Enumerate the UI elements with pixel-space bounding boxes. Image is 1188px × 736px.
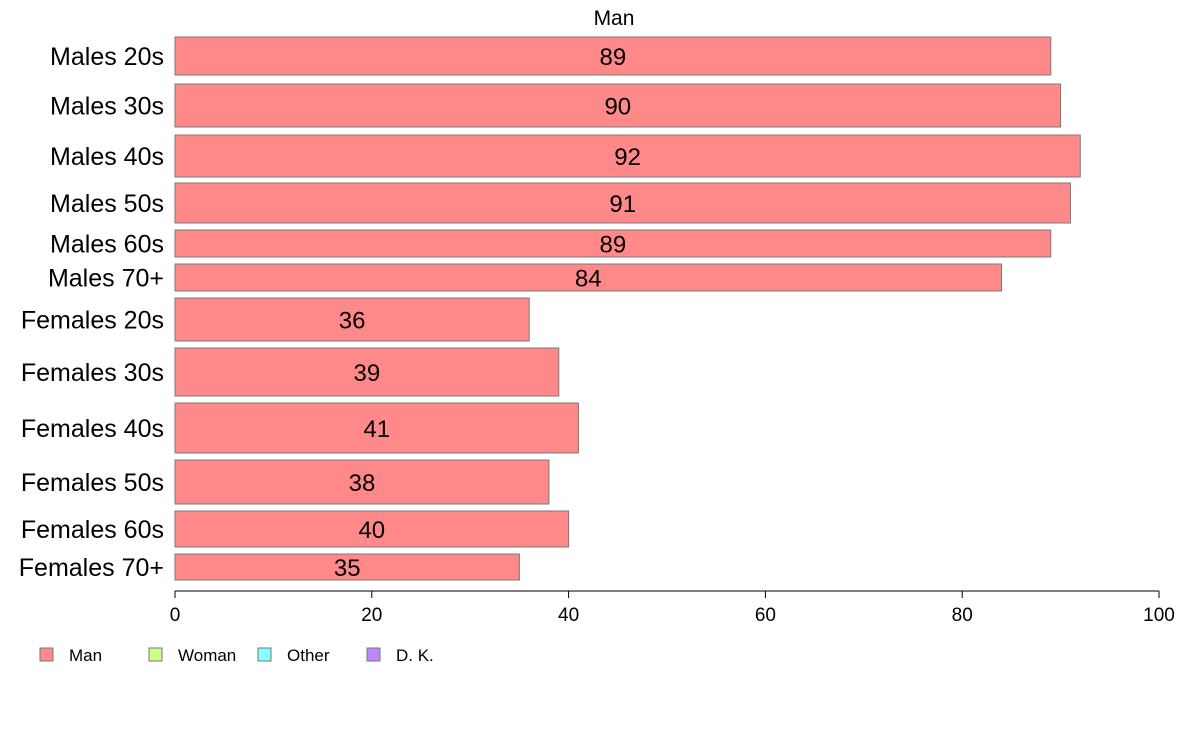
bar-females-20s (174, 297, 530, 342)
bar-males-20s (174, 36, 1052, 76)
category-label: Males 70+ (48, 265, 164, 293)
legend-swatch (39, 647, 54, 662)
legend: Man Woman Other D. K. (39, 646, 434, 665)
data-label: 89 (600, 232, 627, 259)
data-label: 92 (614, 144, 641, 171)
category-label: Males 30s (50, 93, 164, 121)
x-tick-label: 60 (755, 605, 776, 626)
category-label: Females 50s (21, 469, 164, 497)
bar-females-60s (174, 510, 570, 548)
bar-females-40s (174, 402, 579, 454)
data-label: 41 (363, 416, 390, 443)
data-label: 89 (600, 44, 627, 71)
data-label: 38 (349, 470, 376, 497)
category-label: Females 70+ (19, 554, 164, 582)
x-tick-label: 20 (361, 605, 382, 626)
data-label: 90 (604, 94, 631, 121)
legend-label: Man (69, 646, 102, 665)
category-label: Males 60s (50, 231, 164, 259)
category-label: Males 50s (50, 190, 164, 218)
x-axis: 0 20 40 60 80 100 (170, 590, 1175, 626)
chart-title: Man (594, 7, 635, 30)
category-label: Females 20s (21, 307, 164, 335)
bar-males-30s (174, 83, 1062, 128)
bars-group: Males 20s 89 Males 30s 90 Males 40s 92 Males 5… (19, 36, 1081, 582)
category-label: Females 30s (21, 359, 164, 387)
x-tick-label: 40 (558, 605, 579, 626)
bar-males-60s (174, 229, 1052, 258)
bar-females-30s (174, 347, 560, 397)
category-label: Females 60s (21, 516, 164, 544)
x-tick-label: 80 (952, 605, 973, 626)
legend-label: Other (287, 646, 330, 665)
x-tick-label: 0 (170, 605, 181, 626)
legend-swatch (257, 647, 272, 662)
category-label: Females 40s (21, 415, 164, 443)
data-label: 91 (609, 191, 636, 218)
data-label: 35 (334, 555, 361, 582)
category-label: Males 40s (50, 143, 164, 171)
category-label: Males 20s (50, 43, 164, 71)
data-label: 36 (339, 308, 366, 335)
bar-males-50s (174, 182, 1071, 224)
bar-females-50s (174, 459, 550, 505)
legend-label: Woman (178, 646, 236, 665)
legend-swatch (148, 647, 163, 662)
x-tick-label: 100 (1143, 605, 1175, 626)
data-label: 39 (354, 360, 381, 387)
bar-males-70 (174, 263, 1003, 292)
bar-males-40s (174, 134, 1081, 178)
legend-swatch (366, 647, 381, 662)
legend-label: D. K. (396, 646, 434, 665)
bar-females-70 (174, 553, 520, 581)
data-label: 40 (358, 517, 385, 544)
data-label: 84 (575, 266, 602, 293)
